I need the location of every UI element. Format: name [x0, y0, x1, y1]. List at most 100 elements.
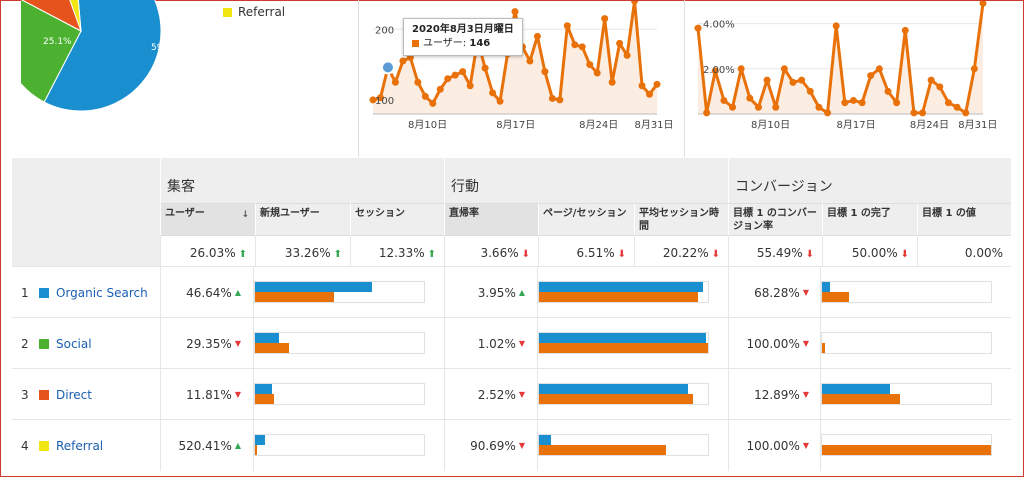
- data-point[interactable]: [608, 78, 616, 86]
- data-point[interactable]: [729, 103, 737, 111]
- data-point[interactable]: [772, 103, 780, 111]
- data-point[interactable]: [638, 82, 646, 90]
- pie-slice-direct[interactable]: [21, 0, 82, 33]
- data-point[interactable]: [936, 83, 944, 91]
- data-point[interactable]: [789, 78, 797, 86]
- data-point[interactable]: [824, 109, 832, 117]
- data-point[interactable]: [962, 109, 970, 117]
- column-header[interactable]: 目標 1 の値: [917, 203, 1011, 235]
- conversion-line-chart[interactable]: 2.00% 4.00% 8月10日 8月17日 8月24日 8月31日: [686, 1, 1006, 136]
- data-point[interactable]: [429, 99, 437, 107]
- channel-link[interactable]: Referral: [56, 438, 104, 453]
- data-point[interactable]: [391, 78, 399, 86]
- pie-slice-social[interactable]: [21, 0, 82, 103]
- sort-descending-icon[interactable]: ↓: [241, 210, 249, 220]
- data-point[interactable]: [444, 75, 452, 83]
- data-point[interactable]: [533, 32, 541, 40]
- data-point[interactable]: [563, 22, 571, 30]
- data-point[interactable]: [884, 87, 892, 95]
- data-point[interactable]: [970, 65, 978, 73]
- column-header[interactable]: ユーザー ↓: [160, 203, 255, 235]
- bar-previous: [539, 445, 666, 455]
- channel-link[interactable]: Organic Search: [56, 285, 148, 300]
- data-point[interactable]: [436, 85, 444, 93]
- data-point[interactable]: [910, 109, 918, 117]
- data-point[interactable]: [875, 65, 883, 73]
- data-point[interactable]: [414, 78, 422, 86]
- data-point[interactable]: [571, 41, 579, 49]
- data-point[interactable]: [901, 26, 909, 34]
- arrow-up-icon: ▲: [234, 288, 241, 297]
- legend-item-referral[interactable]: Referral: [223, 5, 285, 19]
- data-point[interactable]: [694, 24, 702, 32]
- column-header[interactable]: ページ/セッション: [538, 203, 634, 235]
- bar-previous: [539, 343, 708, 353]
- data-point[interactable]: [841, 99, 849, 107]
- data-point[interactable]: [623, 51, 631, 59]
- data-point[interactable]: [737, 65, 745, 73]
- data-point[interactable]: [451, 71, 459, 79]
- users-line-chart[interactable]: 100 200 8月10日 8月17日 8月24日 8月31日: [360, 1, 682, 136]
- data-point[interactable]: [601, 15, 609, 23]
- data-point[interactable]: [703, 109, 711, 117]
- data-point[interactable]: [746, 94, 754, 102]
- column-header[interactable]: セッション: [350, 203, 444, 235]
- data-point[interactable]: [806, 87, 814, 95]
- total-value: 26.03%: [189, 246, 236, 260]
- data-point[interactable]: [496, 97, 504, 105]
- channel-link[interactable]: Direct: [56, 387, 92, 402]
- data-point[interactable]: [754, 103, 762, 111]
- data-point[interactable]: [526, 57, 534, 65]
- bar-current: [255, 282, 372, 292]
- data-point[interactable]: [849, 96, 857, 104]
- data-point[interactable]: [832, 22, 840, 30]
- data-point[interactable]: [893, 99, 901, 107]
- column-header[interactable]: 新規ユーザー: [255, 203, 350, 235]
- data-point[interactable]: [459, 68, 467, 76]
- data-point[interactable]: [815, 103, 823, 111]
- data-point[interactable]: [763, 76, 771, 84]
- data-point[interactable]: [421, 92, 429, 100]
- data-point[interactable]: [399, 57, 407, 65]
- data-point[interactable]: [466, 82, 474, 90]
- data-point[interactable]: [586, 61, 594, 69]
- bar-previous: [539, 394, 693, 404]
- bar-current: [822, 282, 831, 292]
- data-point[interactable]: [369, 96, 377, 104]
- data-point[interactable]: [867, 72, 875, 80]
- column-header[interactable]: 目標 1 のコンバージョン率: [728, 203, 822, 235]
- data-point[interactable]: [489, 89, 497, 97]
- column-header[interactable]: 目標 1 の完了: [822, 203, 917, 235]
- data-point[interactable]: [631, 1, 639, 5]
- data-point[interactable]: [548, 94, 556, 102]
- data-point[interactable]: [646, 90, 654, 98]
- data-point[interactable]: [780, 65, 788, 73]
- row-number: 3: [21, 387, 29, 402]
- pie-slice-organic-search[interactable]: [43, 0, 162, 112]
- column-header[interactable]: 直帰率: [444, 203, 538, 235]
- data-point[interactable]: [953, 103, 961, 111]
- hover-point[interactable]: [380, 60, 395, 75]
- pie-chart[interactable]: 59% 25.1%: [21, 0, 221, 118]
- data-point[interactable]: [858, 99, 866, 107]
- data-point[interactable]: [541, 68, 549, 76]
- data-point[interactable]: [927, 76, 935, 84]
- data-point[interactable]: [919, 109, 927, 117]
- column-header[interactable]: 平均セッション時間: [634, 203, 728, 235]
- data-point[interactable]: [720, 96, 728, 104]
- data-point[interactable]: [481, 64, 489, 72]
- data-point[interactable]: [798, 76, 806, 84]
- data-point[interactable]: [944, 99, 952, 107]
- data-point[interactable]: [578, 43, 586, 51]
- data-point[interactable]: [593, 69, 601, 77]
- data-point[interactable]: [376, 94, 384, 102]
- data-point[interactable]: [616, 39, 624, 47]
- data-point[interactable]: [511, 8, 519, 16]
- channel-link[interactable]: Social: [56, 336, 92, 351]
- data-point[interactable]: [711, 67, 719, 75]
- data-point[interactable]: [979, 1, 987, 7]
- bar-cell: [537, 318, 728, 369]
- pie-slice-referral[interactable]: [54, 0, 82, 32]
- data-point[interactable]: [653, 80, 661, 88]
- data-point[interactable]: [556, 96, 564, 104]
